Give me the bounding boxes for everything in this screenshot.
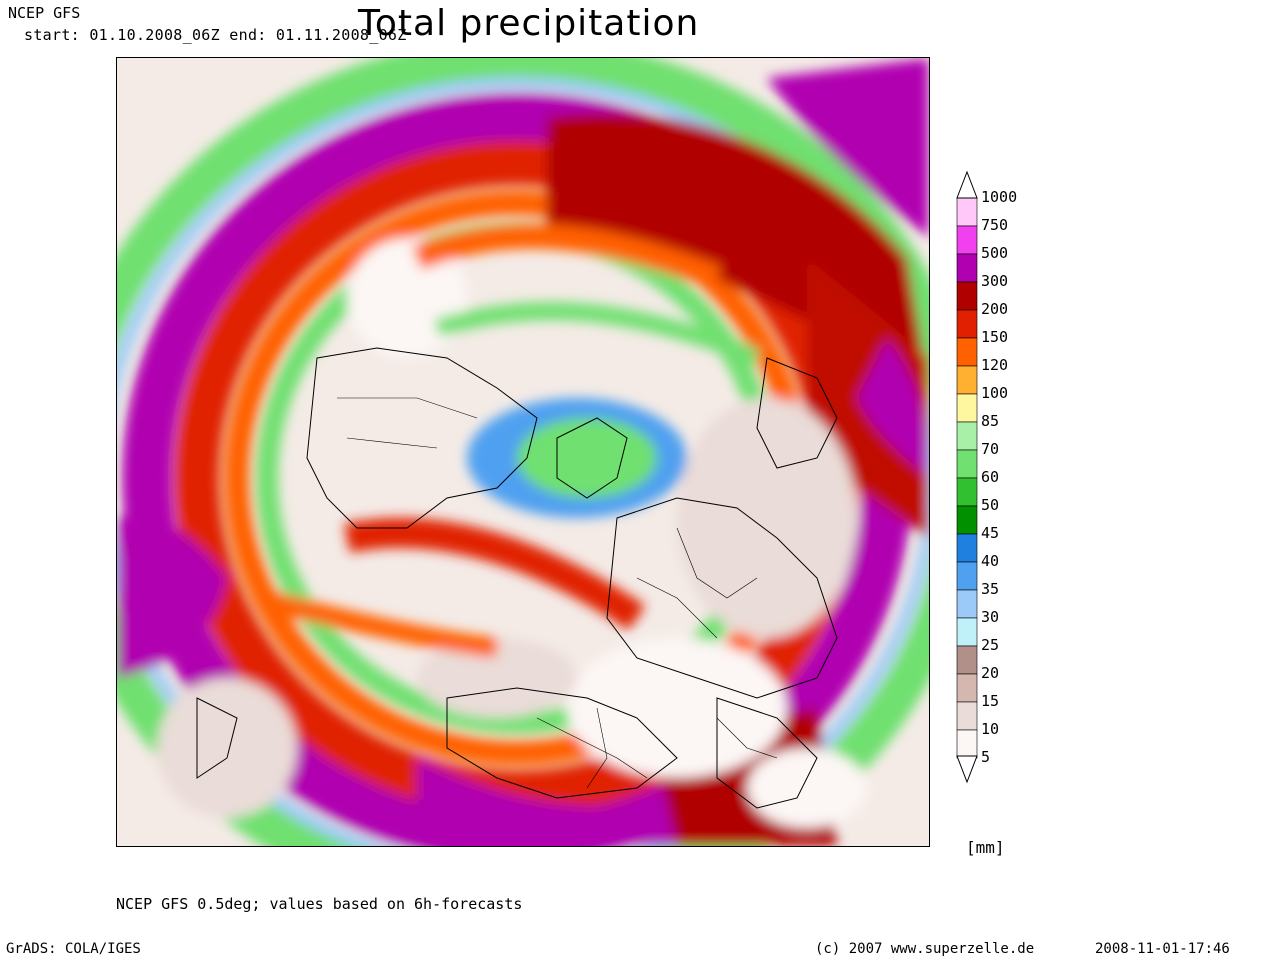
colorbar-level-label: 45 <box>981 524 1000 542</box>
precipitation-map <box>116 57 930 847</box>
colorbar-level-label: 35 <box>981 580 1000 598</box>
colorbar-swatch <box>956 533 978 563</box>
colorbar-level-label: 10 <box>981 720 1000 738</box>
model-name: NCEP GFS <box>8 4 81 22</box>
colorbar-level-label: 5 <box>981 748 991 766</box>
colorbar-top-arrow <box>956 170 978 199</box>
data-note: NCEP GFS 0.5deg; values based on 6h-fore… <box>116 895 523 913</box>
colorbar <box>956 170 978 784</box>
colorbar-level-label: 70 <box>981 440 1000 458</box>
colorbar-swatch <box>956 365 978 395</box>
colorbar-swatch <box>956 701 978 731</box>
timestamp: 2008-11-01-17:46 <box>1095 941 1230 957</box>
colorbar-level-label: 40 <box>981 552 1000 570</box>
colorbar-level-label: 30 <box>981 608 1000 626</box>
colorbar-swatch <box>956 617 978 647</box>
colorbar-level-label: 500 <box>981 244 1009 262</box>
colorbar-level-label: 120 <box>981 356 1009 374</box>
colorbar-level-label: 100 <box>981 384 1009 402</box>
colorbar-swatch <box>956 729 978 759</box>
colorbar-level-label: 300 <box>981 272 1009 290</box>
colorbar-swatch <box>956 197 978 227</box>
colorbar-level-label: 1000 <box>981 188 1018 206</box>
colorbar-bottom-arrow <box>956 755 978 784</box>
colorbar-level-label: 200 <box>981 300 1009 318</box>
country-borders <box>337 397 778 789</box>
colorbar-level-label: 150 <box>981 328 1009 346</box>
colorbar-swatch <box>956 589 978 619</box>
colorbar-swatch <box>956 673 978 703</box>
copyright: (c) 2007 www.superzelle.de <box>815 941 1035 957</box>
colorbar-level-label: 20 <box>981 664 1000 682</box>
colorbar-swatch <box>956 281 978 311</box>
software-credit: GrADS: COLA/IGES <box>6 941 141 957</box>
colorbar-swatch <box>956 309 978 339</box>
colorbar-swatch <box>956 225 978 255</box>
forecast-period: start: 01.10.2008_06Z end: 01.11.2008_06… <box>24 26 407 44</box>
colorbar-level-label: 25 <box>981 636 1000 654</box>
colorbar-level-label: 750 <box>981 216 1009 234</box>
colorbar-level-label: 50 <box>981 496 1000 514</box>
colorbar-swatch <box>956 477 978 507</box>
precip-bands <box>117 58 929 846</box>
colorbar-swatch <box>956 505 978 535</box>
colorbar-level-label: 85 <box>981 412 1000 430</box>
colorbar-level-label: 60 <box>981 468 1000 486</box>
precipitation-field <box>117 58 929 846</box>
colorbar-swatch <box>956 645 978 675</box>
colorbar-swatch <box>956 393 978 423</box>
colorbar-level-label: 15 <box>981 692 1000 710</box>
colorbar-swatch <box>956 561 978 591</box>
colorbar-swatch <box>956 449 978 479</box>
map-title: Total precipitation <box>358 3 700 44</box>
colorbar-swatch <box>956 253 978 283</box>
colorbar-swatch <box>956 337 978 367</box>
colorbar-swatch <box>956 421 978 451</box>
unit-label: [mm] <box>966 838 1005 857</box>
coastlines <box>196 347 838 809</box>
